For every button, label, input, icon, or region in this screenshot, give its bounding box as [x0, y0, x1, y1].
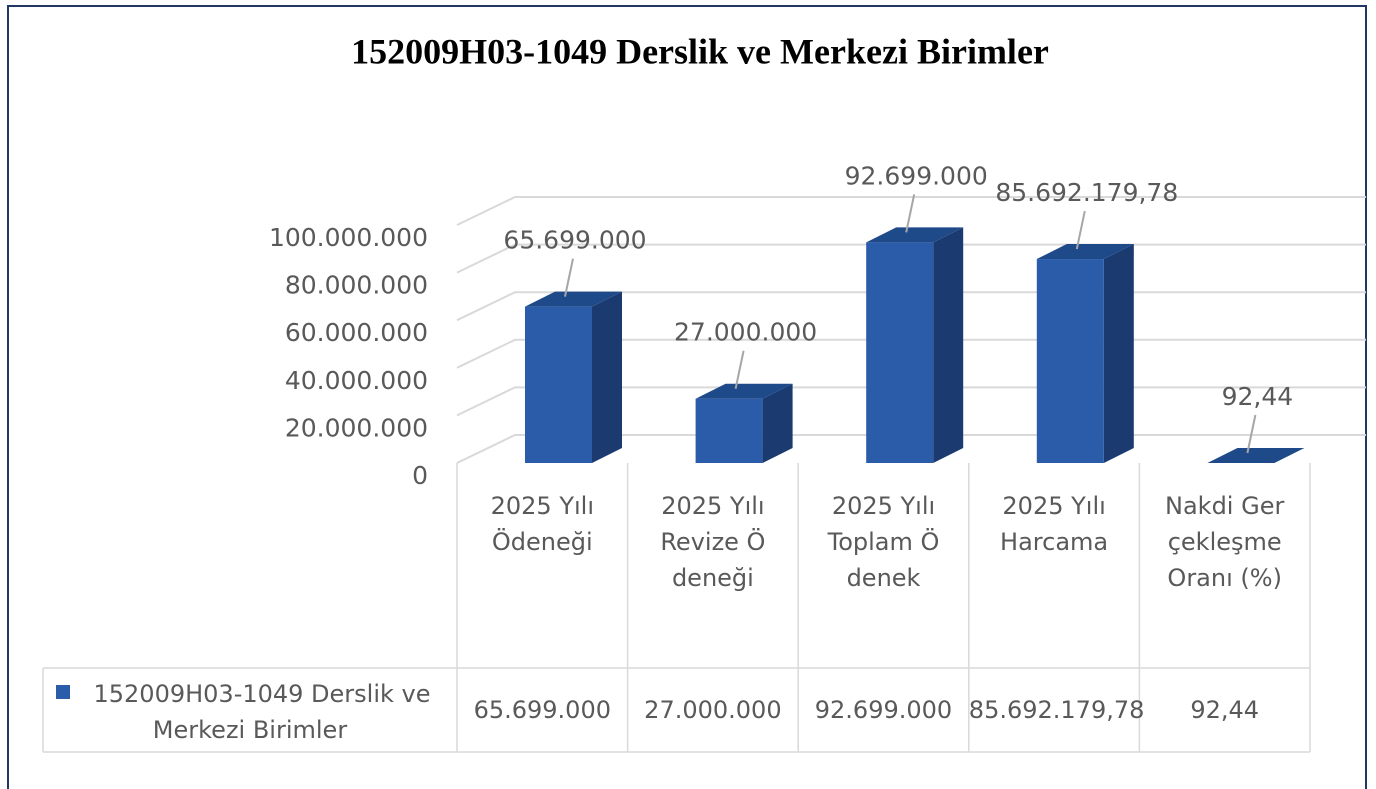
y-tick-label: 80.000.000	[285, 271, 428, 300]
leader-line	[905, 194, 916, 233]
y-tick-label: 40.000.000	[285, 366, 428, 395]
data-label: 27.000.000	[674, 318, 817, 347]
bar-side	[933, 227, 964, 463]
y-tick-label: 100.000.000	[269, 223, 428, 252]
x-tick-label: 2025 Yılı Ödeneği	[490, 492, 594, 556]
legend-entry: 152009H03-1049 Derslik ve Merkezi Biriml…	[93, 680, 431, 744]
table-cell: 92.699.000	[814, 696, 953, 724]
bar-top	[695, 383, 793, 399]
data-label: 65.699.000	[503, 226, 646, 255]
chart-title: 152009H03-1049 Derslik ve Merkezi Biriml…	[351, 31, 1049, 71]
leader-line	[564, 258, 574, 297]
table-cell: 85.692.179,78	[968, 696, 1145, 724]
grid-line	[456, 196, 1366, 226]
bar-side	[592, 291, 622, 463]
bar-top	[866, 227, 964, 243]
y-tick-label: 20.000.000	[285, 413, 428, 442]
leader-line	[1075, 210, 1086, 250]
bar-top	[1036, 244, 1134, 260]
table-cell: 65.699.000	[473, 696, 611, 724]
bar	[866, 242, 934, 463]
bar	[525, 306, 592, 463]
x-tick-label: 2025 Yılı Harcama	[1000, 492, 1109, 556]
data-label: 92.699.000	[845, 161, 988, 190]
x-tick-label: 2025 Yılı Toplam Ödenek	[827, 492, 940, 592]
legend-swatch	[56, 685, 70, 699]
bar	[1036, 259, 1104, 463]
y-tick-label: 60.000.000	[285, 318, 428, 347]
table-cell: 92,44	[1190, 696, 1260, 724]
table-cell: 27.000.000	[644, 696, 782, 724]
bar	[695, 398, 763, 463]
frame	[7, 5, 1367, 789]
bar-side	[762, 383, 793, 463]
leader-line	[734, 350, 745, 389]
bar-side	[1103, 244, 1134, 463]
bar-side	[1274, 447, 1305, 463]
x-tick-label: 2025 Yılı Revize Ödeneği	[660, 492, 766, 592]
bar-top	[525, 291, 622, 307]
bar-top	[1207, 447, 1305, 463]
x-tick-label: Nakdi Gerçekleşme Oranı (%)	[1165, 492, 1285, 592]
y-tick-label: 0	[412, 461, 428, 490]
leader-line	[1246, 414, 1257, 454]
data-label: 92,44	[1222, 382, 1294, 411]
data-label: 85.692.179,78	[995, 178, 1178, 207]
